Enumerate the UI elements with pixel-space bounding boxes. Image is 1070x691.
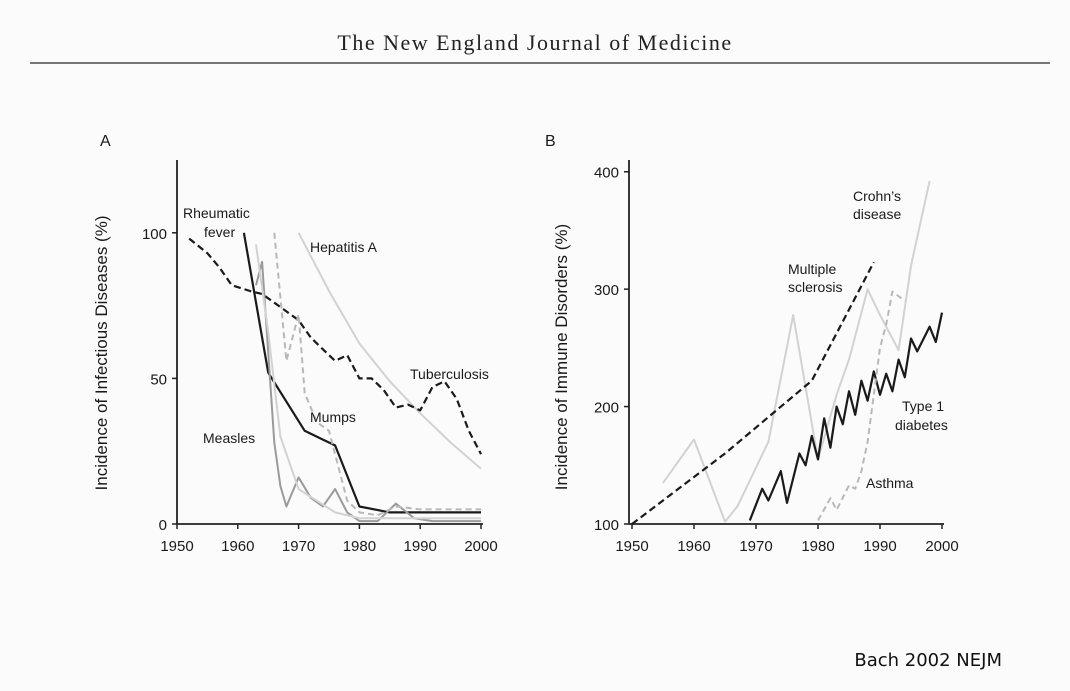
series-multiple-sclerosis-line xyxy=(631,261,875,525)
series-type-1-diabetes-line xyxy=(748,312,944,521)
panel-a-y-tick-label: 0 xyxy=(159,517,167,534)
panel-a-x-tick-label: 1980 xyxy=(343,538,376,555)
panel-a-y-tick-label: 100 xyxy=(142,226,167,243)
series-measles-line xyxy=(255,260,481,523)
multiple-sclerosis-label-line1: Multiple xyxy=(788,261,836,277)
crohns-label-line2: disease xyxy=(853,206,901,222)
panel-b-x-tick-label: 1980 xyxy=(801,538,834,555)
header-rule xyxy=(30,62,1050,64)
panel-a-x-tick-label: 1960 xyxy=(221,538,254,555)
panel-a-ylabel: Incidence of Infectious Diseases (%) xyxy=(92,216,111,491)
panel-a-x-tick-label: 1950 xyxy=(160,538,193,555)
series-rheumatic-fever-line xyxy=(242,232,481,514)
tuberculosis-label: Tuberculosis xyxy=(410,366,489,382)
panel-b-y-tick-label: 200 xyxy=(594,400,619,417)
citation: Bach 2002 NEJM xyxy=(854,650,1002,671)
series-hepatitis-a-line xyxy=(297,232,482,470)
type1-diabetes-label-line2: diabetes xyxy=(895,417,948,433)
panel-a-y-tick-label: 50 xyxy=(150,371,167,388)
panel-a-plot: 1950 1960 1970 1980 1990 2000 0 50 100 xyxy=(142,160,498,555)
mumps-label: Mumps xyxy=(310,409,356,425)
series-rubella-line xyxy=(255,244,481,520)
series-crohn-s-disease-line xyxy=(662,180,931,523)
panel-b-y-tick-label: 100 xyxy=(594,517,619,534)
panel-b-x-tick-label: 2000 xyxy=(925,538,958,555)
panel-a-letter: A xyxy=(100,133,111,150)
type1-diabetes-label-line1: Type 1 xyxy=(902,398,944,414)
panel-a-x-tick-label: 1970 xyxy=(282,538,315,555)
panel-b-x-tick-label: 1950 xyxy=(615,538,648,555)
panel-b-letter: B xyxy=(545,133,556,150)
panel-b-x-tick-label: 1970 xyxy=(739,538,772,555)
panel-b: B Incidence of Immune Disorders (%) 1950… xyxy=(545,133,959,555)
panel-a-x-tick-label: 1990 xyxy=(404,538,437,555)
panel-b-y-tick-label: 300 xyxy=(594,282,619,299)
panel-b-y-tick-label: 400 xyxy=(594,165,619,182)
panel-b-x-tick-label: 1990 xyxy=(863,538,896,555)
panel-b-ylabel: Incidence of Immune Disorders (%) xyxy=(552,224,571,490)
crohns-label-line1: Crohn’s xyxy=(853,188,901,204)
rheumatic-fever-label-line2: fever xyxy=(204,224,235,240)
panel-b-plot: 1950 1960 1970 1980 1990 2000 100 200 300 400 xyxy=(594,160,959,555)
series-mumps-line xyxy=(273,232,481,517)
hepatitis-a-label: Hepatitis A xyxy=(310,239,378,255)
series-tuberculosis-line xyxy=(188,237,482,455)
panel-a: A Incidence of Infectious Diseases (%) 1… xyxy=(92,133,498,555)
rheumatic-fever-label-line1: Rheumatic xyxy=(183,205,250,221)
asthma-label: Asthma xyxy=(866,475,914,491)
panel-a-x-tick-label: 2000 xyxy=(464,538,497,555)
measles-label: Measles xyxy=(203,430,255,446)
multiple-sclerosis-label-line2: sclerosis xyxy=(788,279,842,295)
panel-b-x-tick-label: 1960 xyxy=(677,538,710,555)
journal-title: The New England Journal of Medicine xyxy=(337,30,733,55)
